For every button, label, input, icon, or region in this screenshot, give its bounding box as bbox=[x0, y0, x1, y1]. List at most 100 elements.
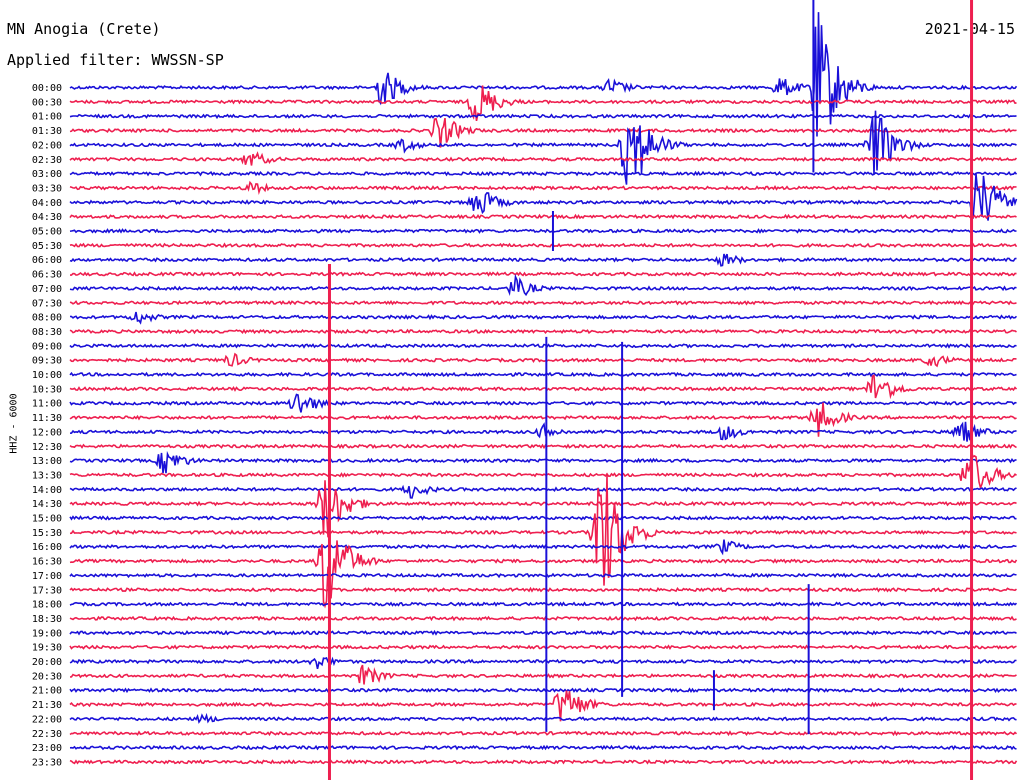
row-time-label: 13:00 bbox=[32, 456, 62, 467]
row-time-label: 20:00 bbox=[32, 657, 62, 668]
trace-row bbox=[69, 515, 1017, 521]
trace-row bbox=[69, 480, 1017, 538]
row-time-label: 23:30 bbox=[32, 757, 62, 768]
trace-row bbox=[69, 253, 1017, 267]
trace-row bbox=[69, 421, 1017, 442]
trace-row bbox=[69, 572, 1017, 579]
row-time-label: 14:00 bbox=[32, 485, 62, 496]
trace-row bbox=[69, 629, 1017, 636]
trace-row bbox=[69, 451, 1017, 491]
trace-row bbox=[69, 180, 1017, 195]
row-time-label: 04:30 bbox=[32, 212, 62, 223]
filter-label: Applied filter: WWSSN-SP bbox=[7, 51, 224, 69]
station-title: MN Anogia (Crete) bbox=[7, 20, 161, 38]
trace-row bbox=[69, 328, 1017, 335]
row-time-label: 08:30 bbox=[32, 327, 62, 338]
trace-row bbox=[69, 443, 1017, 450]
row-time-label: 22:30 bbox=[32, 729, 62, 740]
trace-row bbox=[69, 450, 1017, 474]
row-time-label: 17:30 bbox=[32, 585, 62, 596]
row-time-label: 06:00 bbox=[32, 255, 62, 266]
trace-row bbox=[69, 371, 1017, 378]
row-time-label: 06:30 bbox=[32, 270, 62, 281]
row-time-label: 11:30 bbox=[32, 413, 62, 424]
row-time-label: 19:30 bbox=[32, 643, 62, 654]
trace-row bbox=[69, 374, 1018, 400]
trace-row bbox=[69, 242, 1018, 249]
trace-row bbox=[69, 539, 1017, 556]
row-time-label: 12:30 bbox=[32, 442, 62, 453]
trace-row bbox=[69, 664, 1017, 685]
row-time-label: 10:30 bbox=[32, 384, 62, 395]
row-time-label: 17:00 bbox=[32, 571, 62, 582]
row-time-label: 13:30 bbox=[32, 470, 62, 481]
trace-row bbox=[69, 173, 1018, 221]
row-time-label: 18:30 bbox=[32, 614, 62, 625]
trace-row bbox=[69, 759, 1018, 765]
row-time-label: 20:30 bbox=[32, 671, 62, 682]
row-time-label: 22:00 bbox=[32, 714, 62, 725]
row-time-label: 04:00 bbox=[32, 198, 62, 209]
trace-row bbox=[69, 656, 1017, 669]
row-time-label: 11:00 bbox=[32, 399, 62, 410]
row-time-label: 14:30 bbox=[32, 499, 62, 510]
trace-row bbox=[69, 644, 1017, 651]
trace-row bbox=[69, 393, 1017, 413]
trace-row bbox=[69, 402, 1017, 437]
row-time-label: 00:00 bbox=[32, 83, 62, 94]
row-time-label: 21:00 bbox=[32, 686, 62, 697]
row-time-label: 16:30 bbox=[32, 557, 62, 568]
trace-row bbox=[69, 342, 1017, 349]
row-time-label: 03:00 bbox=[32, 169, 62, 180]
row-time-label: 01:30 bbox=[32, 126, 62, 137]
trace-row bbox=[69, 117, 1017, 148]
trace-row bbox=[69, 475, 1017, 586]
trace-row bbox=[69, 85, 1017, 122]
row-time-label: 09:00 bbox=[32, 341, 62, 352]
trace-row bbox=[69, 730, 1018, 737]
row-time-label: 19:00 bbox=[32, 628, 62, 639]
trace-row bbox=[69, 586, 1017, 593]
trace-row bbox=[69, 687, 1018, 694]
row-time-label: 07:00 bbox=[32, 284, 62, 295]
trace-row bbox=[69, 12, 1018, 137]
row-time-label: 15:00 bbox=[32, 514, 62, 525]
trace-row bbox=[69, 213, 1017, 220]
trace-row bbox=[69, 110, 1017, 185]
trace-row bbox=[69, 311, 1018, 325]
trace-row bbox=[69, 352, 1017, 368]
row-time-label: 03:30 bbox=[32, 183, 62, 194]
row-time-label: 10:00 bbox=[32, 370, 62, 381]
trace-row bbox=[69, 113, 1017, 120]
row-time-label: 18:00 bbox=[32, 600, 62, 611]
row-time-label: 00:30 bbox=[32, 97, 62, 108]
trace-row bbox=[69, 540, 1018, 609]
trace-row bbox=[69, 744, 1017, 751]
trace-row bbox=[69, 170, 1018, 177]
row-time-label: 15:30 bbox=[32, 528, 62, 539]
row-time-label: 02:00 bbox=[32, 140, 62, 151]
row-time-label: 05:30 bbox=[32, 241, 62, 252]
overlay-lines bbox=[327, 0, 974, 780]
row-time-label: 21:30 bbox=[32, 700, 62, 711]
trace-row bbox=[69, 151, 1018, 166]
row-time-label: 07:30 bbox=[32, 298, 62, 309]
row-time-label: 08:00 bbox=[32, 313, 62, 324]
trace-row bbox=[69, 601, 1018, 607]
trace-row bbox=[70, 271, 1017, 277]
row-labels: 00:00 00:30 01:00 01:30 02:00 02:30 03:00 03:30… bbox=[32, 83, 62, 768]
trace-lines bbox=[69, 12, 1018, 765]
row-time-label: 23:00 bbox=[32, 743, 62, 754]
trace-row bbox=[69, 484, 1017, 499]
trace-row bbox=[69, 615, 1017, 622]
trace-row bbox=[69, 273, 1017, 297]
trace-row bbox=[69, 300, 1017, 306]
row-time-label: 12:00 bbox=[32, 427, 62, 438]
date-label: 2021-04-15 bbox=[924, 20, 1015, 38]
row-time-label: 09:30 bbox=[32, 356, 62, 367]
trace-row bbox=[69, 228, 1017, 234]
row-time-label: 02:30 bbox=[32, 155, 62, 166]
row-time-label: 05:00 bbox=[32, 227, 62, 238]
